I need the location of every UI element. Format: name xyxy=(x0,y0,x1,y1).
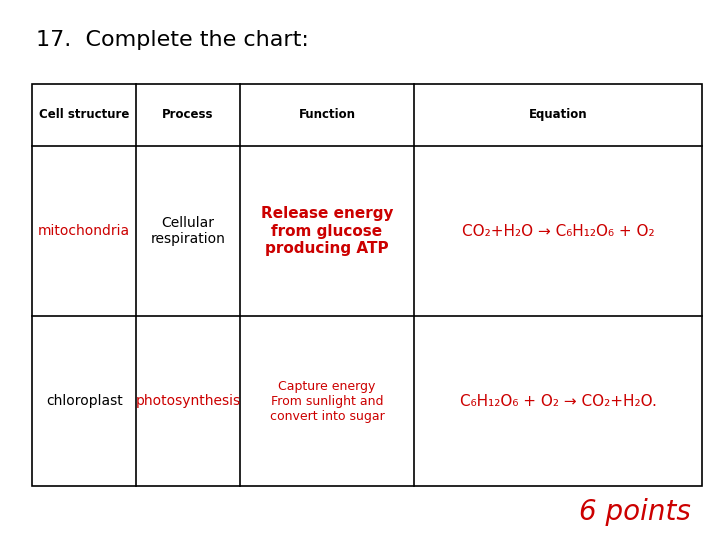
Text: photosynthesis: photosynthesis xyxy=(135,394,240,408)
Text: Cellular
respiration: Cellular respiration xyxy=(150,216,225,246)
Text: 6 points: 6 points xyxy=(580,498,691,526)
Bar xyxy=(32,84,702,486)
Text: Release energy
from glucose
producing ATP: Release energy from glucose producing AT… xyxy=(261,206,393,256)
Text: Capture energy
From sunlight and
convert into sugar: Capture energy From sunlight and convert… xyxy=(270,380,384,422)
Text: 17.  Complete the chart:: 17. Complete the chart: xyxy=(36,30,309,50)
Text: CO₂+H₂O → C₆H₁₂O₆ + O₂: CO₂+H₂O → C₆H₁₂O₆ + O₂ xyxy=(462,224,654,239)
Text: Equation: Equation xyxy=(528,109,588,122)
Text: mitochondria: mitochondria xyxy=(38,224,130,238)
Text: Function: Function xyxy=(299,109,356,122)
Text: Cell structure: Cell structure xyxy=(39,109,130,122)
Text: Process: Process xyxy=(162,109,214,122)
Text: chloroplast: chloroplast xyxy=(46,394,122,408)
Text: C₆H₁₂O₆ + O₂ → CO₂+H₂O.: C₆H₁₂O₆ + O₂ → CO₂+H₂O. xyxy=(459,394,657,409)
